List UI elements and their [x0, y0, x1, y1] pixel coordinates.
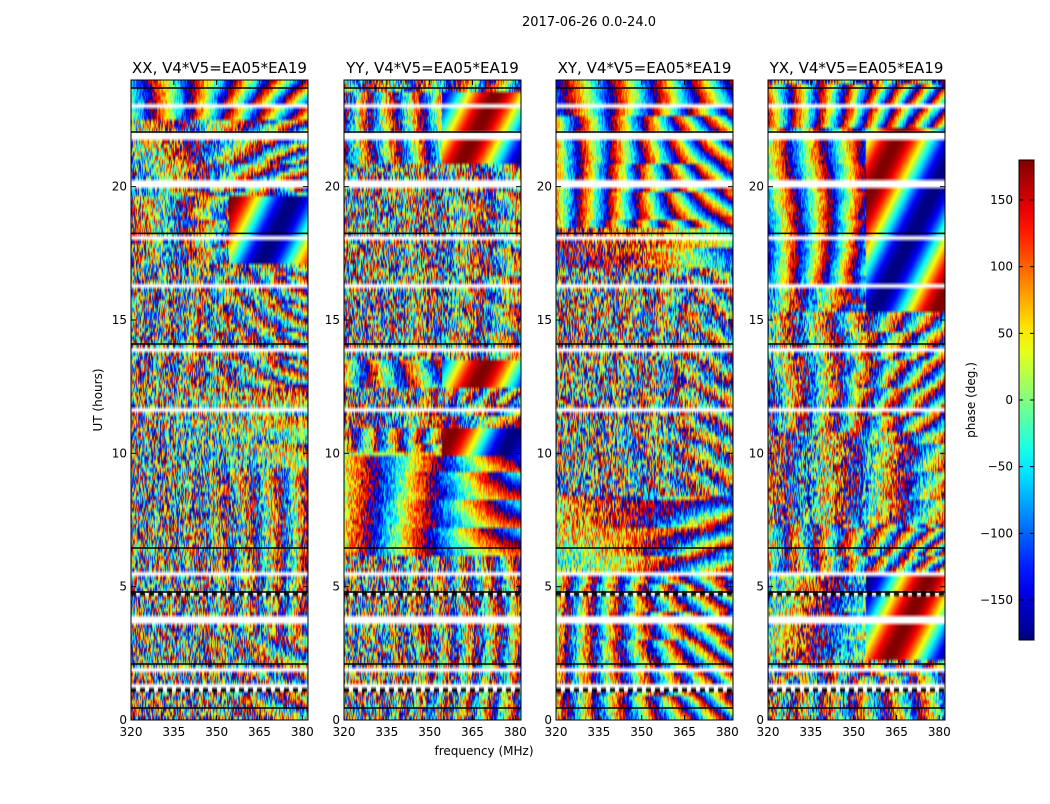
x-tick-label: 365 — [461, 725, 484, 739]
y-tick-label: 10 — [749, 446, 764, 460]
phase-heatmap — [344, 80, 521, 720]
x-axis-label: frequency (MHz) — [434, 744, 533, 758]
y-tick-label: 0 — [119, 713, 127, 727]
y-tick-label: 15 — [325, 313, 340, 327]
x-tick-label: 350 — [630, 725, 653, 739]
y-tick-label: 5 — [756, 580, 764, 594]
panel-frame — [343, 79, 522, 721]
panel-3: XY, V4*V5=EA05*EA19 320 335 350 365 380 0 5 10 15… — [537, 59, 739, 739]
panel-title: YX, V4*V5=EA05*EA19 — [769, 59, 944, 77]
x-tick-label: 365 — [248, 725, 271, 739]
y-tick-label: 10 — [325, 446, 340, 460]
x-tick-label: 365 — [673, 725, 696, 739]
y-tick-label: 10 — [537, 446, 552, 460]
y-tick-label: 15 — [749, 313, 764, 327]
panel-frame — [767, 79, 946, 721]
colorbar-tick-label: −50 — [988, 460, 1013, 474]
x-tick-label: 320 — [333, 725, 356, 739]
panel-frame — [555, 79, 734, 721]
y-tick-label: 20 — [325, 180, 340, 194]
colorbar-tick-label: 100 — [990, 260, 1013, 274]
x-tick-label: 350 — [205, 725, 228, 739]
y-tick-label: 0 — [544, 713, 552, 727]
y-tick-label: 20 — [749, 180, 764, 194]
colorbar-tick-label: 0 — [1005, 393, 1013, 407]
y-tick-label: 20 — [112, 180, 127, 194]
x-tick-label: 320 — [757, 725, 780, 739]
y-axis-label: UT (hours) — [91, 368, 105, 431]
x-tick-label: 380 — [291, 725, 314, 739]
colorbar-tick-label: 150 — [990, 193, 1013, 207]
y-tick-label: 0 — [332, 713, 340, 727]
x-tick-label: 380 — [716, 725, 739, 739]
y-tick-label: 5 — [544, 580, 552, 594]
phase-heatmap — [131, 80, 308, 720]
y-tick-label: 20 — [537, 180, 552, 194]
phase-heatmap — [556, 80, 733, 720]
x-tick-label: 350 — [842, 725, 865, 739]
panel-4: YX, V4*V5=EA05*EA19 320 335 350 365 380 0 5 10 15… — [749, 59, 951, 739]
x-tick-label: 335 — [587, 725, 610, 739]
colorbar-tick-label: −100 — [980, 526, 1013, 540]
panel-title: XX, V4*V5=EA05*EA19 — [132, 59, 307, 77]
panel-2: YY, V4*V5=EA05*EA19 320 335 350 365 380 0 5 10 15… — [325, 59, 527, 739]
x-tick-label: 320 — [120, 725, 143, 739]
x-tick-label: 380 — [928, 725, 951, 739]
x-tick-label: 320 — [545, 725, 568, 739]
x-tick-label: 365 — [885, 725, 908, 739]
colorbar: −150 −100 −50 0 50 100 150 — [980, 159, 1035, 641]
colorbar-tick-label: 50 — [998, 326, 1013, 340]
y-tick-label: 10 — [112, 446, 127, 460]
panel-1: XX, V4*V5=EA05*EA19 320 335 350 365 380 0 5 10 15… — [112, 59, 314, 739]
phase-heatmap — [768, 80, 945, 720]
y-tick-label: 15 — [537, 313, 552, 327]
y-tick-label: 5 — [119, 580, 127, 594]
panel-title: YY, V4*V5=EA05*EA19 — [345, 59, 519, 77]
x-tick-label: 380 — [504, 725, 527, 739]
colorbar-label: phase (deg.) — [964, 362, 978, 438]
panel-frame — [130, 79, 309, 721]
y-tick-label: 0 — [756, 713, 764, 727]
x-tick-label: 335 — [375, 725, 398, 739]
colorbar-tick-label: −150 — [980, 593, 1013, 607]
x-tick-label: 335 — [799, 725, 822, 739]
suptitle: 2017-06-26 0.0-24.0 — [522, 15, 656, 30]
x-tick-label: 350 — [418, 725, 441, 739]
y-tick-label: 5 — [332, 580, 340, 594]
panel-title: XY, V4*V5=EA05*EA19 — [558, 59, 732, 77]
y-tick-label: 15 — [112, 313, 127, 327]
x-tick-label: 335 — [162, 725, 185, 739]
